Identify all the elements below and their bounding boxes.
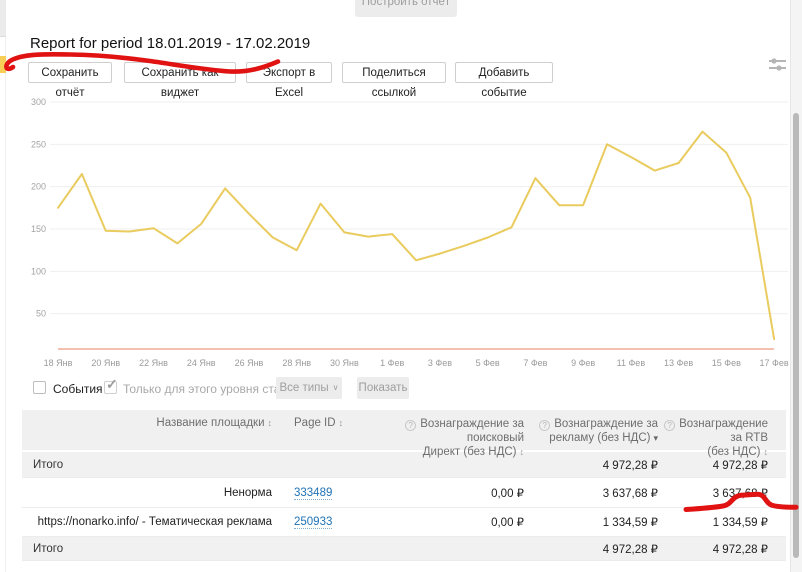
- level-only-checkbox-label: Только для этого уровня статистики: [123, 382, 323, 396]
- x-axis-label: 24 Янв: [187, 358, 216, 368]
- chevron-down-icon: ∨: [332, 383, 339, 392]
- table-row-total: Итого 4 972,28 ₽ 4 972,28 ₽: [22, 537, 786, 561]
- help-icon[interactable]: ?: [405, 420, 417, 431]
- x-axis-label: 5 Фев: [476, 358, 500, 368]
- x-axis-label: 17 Фев: [760, 358, 789, 368]
- checkmark-icon: ✓: [106, 376, 118, 392]
- events-checkbox[interactable]: [33, 381, 46, 394]
- ads-cell: 3 637,68 ₽: [602, 487, 658, 500]
- statistics-table: Название площадки ↕ Page ID ↕ ? Вознагражде…: [22, 410, 786, 561]
- x-axis-label: 18 Янв: [44, 358, 73, 368]
- column-header-direct-line2: Директ (без НДС): [422, 446, 517, 458]
- events-checkbox-label: События: [53, 382, 103, 396]
- column-header-direct-line1: Вознаграждение за поисковый: [420, 418, 524, 444]
- y-axis-label: 250: [31, 139, 46, 149]
- x-axis-label: 11 Фев: [617, 358, 646, 368]
- column-header-rtb[interactable]: ? Вознаграждение за RTB (без НДС) ↕: [658, 417, 786, 459]
- x-axis-label: 7 Фев: [523, 358, 547, 368]
- show-button[interactable]: Показать: [357, 377, 409, 399]
- page-edge-strip: [0, 0, 6, 37]
- event-type-select[interactable]: Все типы ∨: [276, 377, 342, 399]
- x-axis-label: 9 Фев: [571, 358, 595, 368]
- column-header-ads-line2: рекламу (без НДС): [549, 432, 651, 444]
- column-header-ads-line1: Вознаграждение за: [554, 418, 658, 430]
- table-header-row: Название площадки ↕ Page ID ↕ ? Вознагражде…: [22, 410, 786, 458]
- platform-name: https://nonarko.info/ - Тематическая рек…: [37, 516, 272, 528]
- level-only-checkbox[interactable]: ✓: [104, 376, 118, 394]
- sort-icon: ↕: [338, 418, 344, 428]
- ads-cell: 4 972,28 ₽: [602, 459, 658, 472]
- x-axis-label: 15 Фев: [712, 358, 741, 368]
- sort-icon: ↕: [519, 447, 525, 457]
- page-id-cell: 333489: [272, 486, 352, 500]
- sort-desc-icon: ▾: [653, 433, 658, 443]
- y-axis-label: 50: [36, 309, 46, 319]
- column-header-platform[interactable]: Название площадки ↕: [22, 417, 272, 429]
- y-axis-label: 300: [31, 97, 46, 107]
- series-line-main: [57, 130, 776, 341]
- rtb-cell: 3 637,68 ₽: [712, 487, 768, 500]
- page-edge-line: [5, 0, 6, 572]
- page-id-link[interactable]: 333489: [294, 486, 333, 500]
- rtb-cell: 1 334,59 ₽: [712, 517, 768, 529]
- x-axis-label: 28 Янв: [282, 358, 311, 368]
- settings-sliders-icon[interactable]: [768, 56, 788, 74]
- x-axis-label: 1 Фев: [380, 358, 404, 368]
- x-axis-label: 3 Фев: [428, 358, 452, 368]
- add-event-button[interactable]: Добавить событие: [455, 62, 553, 99]
- sort-icon: ↕: [267, 418, 273, 428]
- scrollbar-thumb[interactable]: [793, 113, 799, 558]
- line-chart: 50 100 150 200 250 300 18 Янв 20 Янв 22 Янв 24 Ян…: [31, 97, 789, 368]
- x-axis-label: 26 Янв: [235, 358, 264, 368]
- x-axis-label: 20 Янв: [91, 358, 120, 368]
- event-type-select-value: Все типы: [279, 382, 329, 394]
- ads-cell: 4 972,28 ₽: [602, 543, 658, 556]
- rtb-cell: 4 972,28 ₽: [712, 459, 768, 472]
- y-axis-label: 100: [31, 266, 46, 276]
- platform-name: Ненорма: [223, 486, 272, 499]
- x-axis-label: 30 Янв: [330, 358, 359, 368]
- build-report-button[interactable]: Построить отчёт: [355, 0, 457, 17]
- column-header-ads[interactable]: ? Вознаграждение за рекламу (без НДС) ▾: [524, 417, 658, 445]
- report-period-title: Report for period 18.01.2019 - 17.02.201…: [30, 35, 311, 52]
- y-axis-label: 200: [31, 182, 46, 192]
- rtb-cell: 4 972,28 ₽: [712, 543, 768, 556]
- x-axis-label: 22 Янв: [139, 358, 168, 368]
- table-row: https://nonarko.info/ - Тематическая рек…: [22, 508, 786, 537]
- table-row-total: Итого 4 972,28 ₽ 4 972,28 ₽: [22, 452, 786, 478]
- x-axis-label: 13 Фев: [664, 358, 693, 368]
- page-id-cell: 250933: [272, 516, 352, 529]
- column-header-direct[interactable]: ? Вознаграждение за поисковый Директ (без…: [352, 417, 524, 459]
- help-icon[interactable]: ?: [664, 420, 676, 431]
- sort-icon: ↕: [763, 447, 769, 457]
- help-icon[interactable]: ?: [539, 420, 551, 431]
- column-header-page-id-label: Page ID: [294, 417, 336, 429]
- column-header-platform-label: Название площадки: [156, 417, 265, 429]
- direct-cell: 0,00 ₽: [491, 517, 524, 529]
- column-header-rtb-line1: Вознаграждение за RTB: [679, 418, 768, 444]
- column-header-rtb-line2: (без НДС): [707, 446, 761, 458]
- y-axis-label: 150: [31, 224, 46, 234]
- page-edge-highlight: [0, 56, 6, 73]
- total-label: Итого: [33, 458, 64, 471]
- total-label: Итого: [33, 542, 64, 555]
- direct-cell: 0,00 ₽: [491, 487, 524, 500]
- table-row: Ненорма 333489 0,00 ₽ 3 637,68 ₽ 3 637,6…: [22, 478, 786, 508]
- share-link-button[interactable]: Поделиться ссылкой: [342, 62, 446, 99]
- ads-cell: 1 334,59 ₽: [602, 517, 658, 529]
- column-header-page-id[interactable]: Page ID ↕: [272, 417, 352, 429]
- page-id-link[interactable]: 250933: [294, 516, 333, 529]
